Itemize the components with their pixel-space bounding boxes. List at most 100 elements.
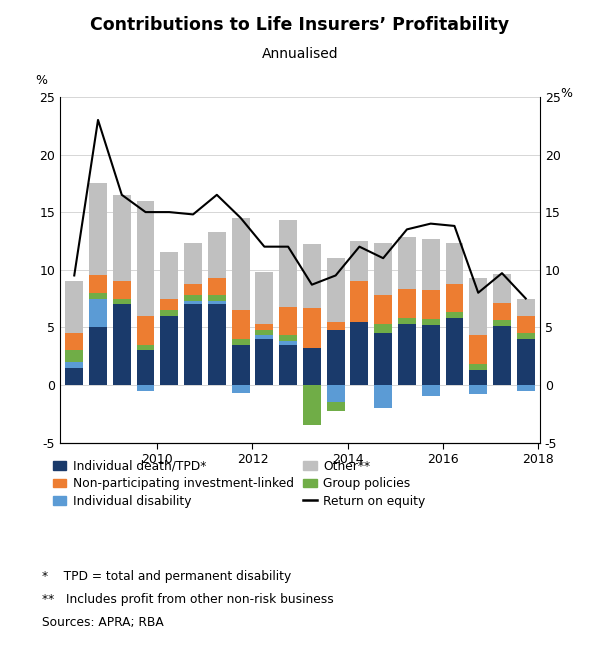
Bar xyxy=(65,350,83,362)
Bar xyxy=(113,195,131,281)
Bar xyxy=(160,253,178,298)
Bar xyxy=(208,232,226,278)
Bar xyxy=(184,284,202,295)
Bar xyxy=(160,316,178,385)
Bar xyxy=(327,322,344,329)
Bar xyxy=(493,303,511,320)
Bar xyxy=(446,284,463,312)
Bar xyxy=(89,183,107,275)
Bar xyxy=(327,402,344,412)
Bar xyxy=(65,368,83,385)
Bar xyxy=(374,385,392,408)
Bar xyxy=(137,200,154,316)
Bar xyxy=(184,301,202,304)
Bar xyxy=(256,335,273,339)
Bar xyxy=(374,324,392,333)
Bar xyxy=(232,339,250,344)
Bar xyxy=(469,278,487,335)
Bar xyxy=(160,310,178,316)
Bar xyxy=(350,281,368,322)
Bar xyxy=(398,324,416,385)
Bar xyxy=(422,291,440,319)
Bar xyxy=(303,385,321,425)
Bar xyxy=(422,238,440,291)
Bar xyxy=(65,362,83,368)
Bar xyxy=(493,320,511,326)
Bar xyxy=(350,322,368,385)
Bar xyxy=(256,339,273,385)
Bar xyxy=(137,316,154,344)
Bar xyxy=(469,370,487,385)
Bar xyxy=(184,304,202,385)
Bar xyxy=(398,289,416,318)
Bar xyxy=(469,385,487,394)
Y-axis label: %: % xyxy=(35,74,47,87)
Bar xyxy=(89,275,107,293)
Bar xyxy=(208,301,226,304)
Bar xyxy=(517,339,535,385)
Bar xyxy=(113,281,131,298)
Bar xyxy=(422,325,440,385)
Bar xyxy=(422,385,440,397)
Text: **   Includes profit from other non-risk business: ** Includes profit from other non-risk b… xyxy=(42,593,334,606)
Bar xyxy=(446,318,463,385)
Text: Contributions to Life Insurers’ Profitability: Contributions to Life Insurers’ Profitab… xyxy=(91,16,509,34)
Bar xyxy=(398,318,416,324)
Bar xyxy=(232,385,250,393)
Bar xyxy=(208,304,226,385)
Bar xyxy=(446,312,463,318)
Bar xyxy=(303,307,321,348)
Bar xyxy=(208,295,226,301)
Bar xyxy=(350,241,368,281)
Text: Annualised: Annualised xyxy=(262,47,338,61)
Bar xyxy=(208,278,226,295)
Bar xyxy=(184,243,202,284)
Y-axis label: %: % xyxy=(560,87,572,99)
Bar xyxy=(89,328,107,385)
Bar xyxy=(89,293,107,298)
Bar xyxy=(303,244,321,307)
Bar xyxy=(493,275,511,303)
Bar xyxy=(65,333,83,350)
Bar xyxy=(279,341,297,344)
Bar xyxy=(256,272,273,324)
Bar xyxy=(65,281,83,333)
Bar xyxy=(327,258,344,322)
Bar xyxy=(469,364,487,370)
Bar xyxy=(160,298,178,310)
Bar xyxy=(137,344,154,350)
Bar xyxy=(374,243,392,295)
Bar xyxy=(327,329,344,385)
Bar xyxy=(398,238,416,289)
Bar xyxy=(517,298,535,316)
Bar xyxy=(89,298,107,328)
Bar xyxy=(137,385,154,391)
Bar xyxy=(232,344,250,385)
Bar xyxy=(113,298,131,304)
Bar xyxy=(279,335,297,341)
Bar xyxy=(279,220,297,307)
Bar xyxy=(374,295,392,324)
Bar xyxy=(303,348,321,385)
Bar xyxy=(137,350,154,385)
Bar xyxy=(232,310,250,339)
Bar xyxy=(327,385,344,402)
Bar xyxy=(279,344,297,385)
Legend: Individual death/TPD*, Non-participating investment-linked, Individual disabilit: Individual death/TPD*, Non-participating… xyxy=(48,455,430,512)
Bar xyxy=(422,319,440,325)
Bar xyxy=(517,385,535,391)
Bar xyxy=(256,324,273,329)
Bar xyxy=(113,304,131,385)
Bar xyxy=(446,243,463,284)
Bar xyxy=(469,335,487,364)
Bar xyxy=(184,295,202,301)
Bar xyxy=(517,316,535,333)
Bar xyxy=(374,333,392,385)
Text: Sources: APRA; RBA: Sources: APRA; RBA xyxy=(42,616,164,629)
Text: *    TPD = total and permanent disability: * TPD = total and permanent disability xyxy=(42,570,291,583)
Bar xyxy=(279,307,297,335)
Bar xyxy=(232,218,250,310)
Bar xyxy=(517,333,535,339)
Bar xyxy=(256,329,273,335)
Bar xyxy=(493,326,511,385)
